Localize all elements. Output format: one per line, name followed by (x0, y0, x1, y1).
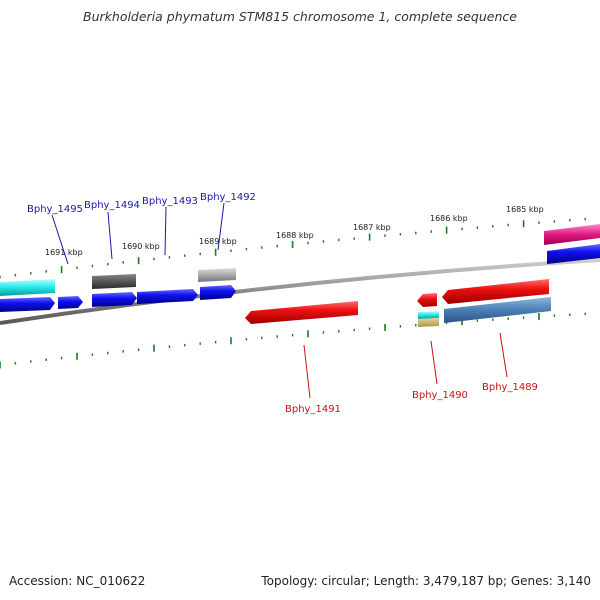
gene-label-bphy-1489[interactable]: Bphy_1489 (482, 382, 538, 393)
gene-arrow-bphy-1490[interactable] (417, 293, 437, 307)
gene-arrow-bphy-1494[interactable] (92, 292, 137, 307)
pink-feature[interactable] (544, 224, 600, 245)
tick-label: 1689 kbp (199, 237, 237, 246)
gene-label-bphy-1493[interactable]: Bphy_1493 (142, 196, 198, 207)
tick-label: 1688 kbp (276, 231, 314, 240)
gene-label-bphy-1491[interactable]: Bphy_1491 (285, 404, 341, 415)
label-leader-lines (51, 202, 508, 399)
accession-text: Accession: NC_010622 (9, 574, 146, 588)
sequence-summary: Topology: circular; Length: 3,479,187 bp… (261, 574, 591, 588)
minus-strand-features (245, 279, 551, 327)
gene-arrow-bphy-1489[interactable] (442, 279, 549, 304)
tick-label: 1686 kbp (430, 214, 468, 223)
light-gray-feature[interactable] (198, 268, 236, 282)
dark-gray-feature[interactable] (92, 274, 136, 289)
map-title: Burkholderia phymatum STM815 chromosome … (83, 9, 517, 24)
gene-label-bphy-1495[interactable]: Bphy_1495 (27, 204, 83, 215)
cyan-feature-small[interactable] (418, 311, 439, 319)
gene-arrow-bphy-1491[interactable] (245, 301, 358, 324)
gene-label-bphy-1492[interactable]: Bphy_1492 (200, 192, 256, 203)
plus-strand-features (0, 224, 600, 312)
steel-blue-feature[interactable] (444, 297, 551, 323)
gene-label-bphy-1494[interactable]: Bphy_1494 (84, 200, 140, 211)
khaki-feature[interactable] (418, 318, 439, 327)
gene-label-bphy-1490[interactable]: Bphy_1490 (412, 390, 468, 401)
gene-arrow-bphy-1492[interactable] (200, 285, 236, 300)
tick-label: 1690 kbp (122, 242, 160, 251)
gene-arrow-bphy-1495[interactable] (58, 296, 83, 309)
kbp-scale: 1691 kbp 1690 kbp 1689 kbp 1688 kbp 1687… (45, 205, 544, 257)
tick-label: 1685 kbp (506, 205, 544, 214)
gene-arrow-bphy-1496[interactable] (0, 297, 55, 312)
cyan-feature[interactable] (0, 279, 55, 296)
gene-labels: Bphy_1495 Bphy_1494 Bphy_1493 Bphy_1492 … (27, 192, 538, 415)
gene-arrow-bphy-1488[interactable] (547, 244, 600, 264)
chromosome-backbone (0, 258, 600, 325)
inner-tick-row (0, 312, 586, 369)
tick-label: 1687 kbp (353, 223, 391, 232)
gene-arrow-bphy-1493[interactable] (137, 289, 198, 304)
outer-tick-row (0, 217, 586, 279)
